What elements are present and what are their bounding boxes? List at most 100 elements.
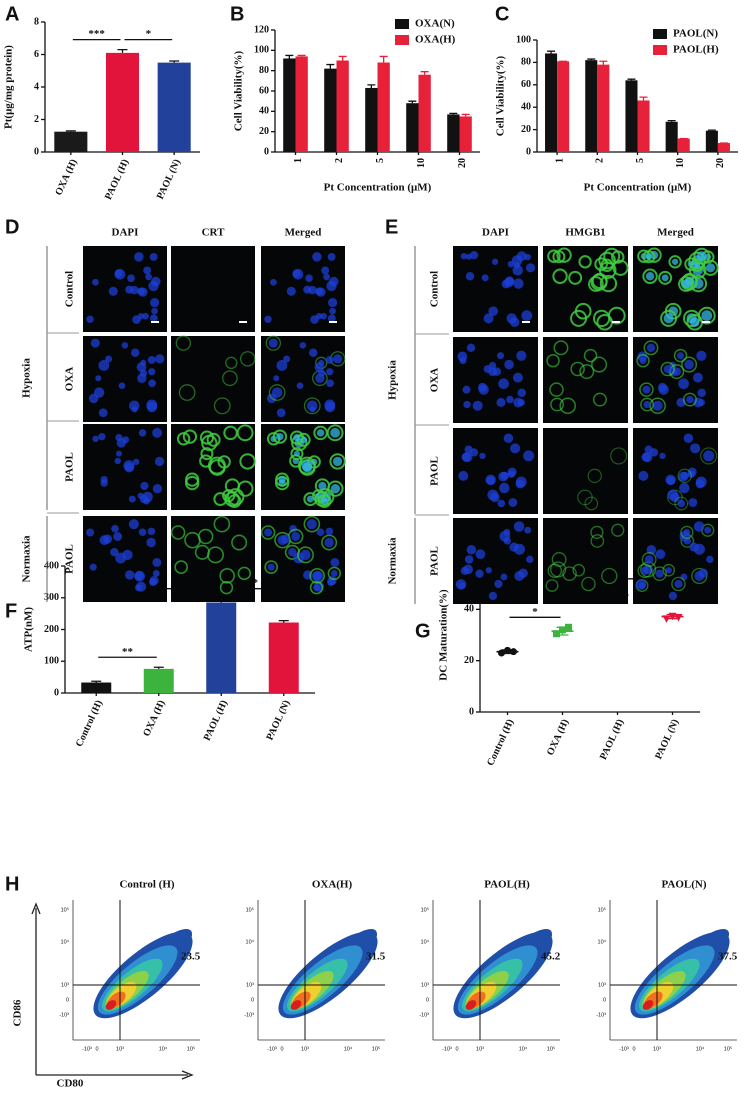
stain [219,568,235,584]
nucleus [98,432,106,441]
bar [377,62,390,152]
nucleus [696,251,707,262]
nucleus [693,278,704,289]
bar [637,100,650,152]
stain [662,563,676,577]
nucleus [698,568,708,578]
nucleus [513,521,525,532]
nucleus [695,476,707,488]
nucleus [510,443,521,454]
y-tick-label: 10⁴ [598,938,607,945]
nucleus [130,348,140,357]
nucleus [108,286,118,296]
point [504,646,511,654]
nucleus [665,567,672,574]
stain [329,453,346,470]
nucleus [134,252,144,262]
stain [297,456,316,475]
bar [665,121,678,152]
stain [584,496,599,511]
stain [236,424,254,442]
stain [326,424,344,442]
y-tick-label: 300 [44,592,59,603]
stain [594,257,608,271]
y-tick-label: 400 [44,560,59,571]
panel-letter: G [415,620,431,642]
axis-arrow [31,902,41,1075]
nucleus [658,384,669,395]
nucleus [663,313,674,324]
y-tick-label: 6 [34,49,39,60]
stain [264,560,279,575]
stain [260,525,276,540]
nucleus [90,338,100,348]
y-axis-label: DC Maturation(%) [438,589,450,681]
stain [317,494,332,509]
nucleus [683,528,691,536]
y-tick-label: 60 [521,79,531,90]
nucleus [678,378,689,390]
nucleus [503,528,511,536]
x-tick-label: 0 [455,1046,458,1052]
nucleus [328,276,339,287]
stain [642,268,658,284]
nucleus [114,269,123,278]
quadrant-value: 45.2 [541,951,561,963]
stain [303,492,318,507]
nucleus [316,429,325,437]
nucleus [281,534,291,544]
point [559,626,566,634]
density [642,1000,654,1010]
nucleus [149,314,158,323]
panel-letter: H [5,873,19,895]
stain [297,546,314,564]
nucleus [86,315,94,324]
nucleus [122,549,133,561]
nucleus [114,457,121,465]
nucleus [323,273,330,281]
stain [570,309,588,327]
nucleus [472,400,483,411]
panel-letter: C [495,3,509,25]
stain [660,309,678,327]
error-bar [367,84,376,88]
legend-swatch [653,29,667,39]
legend-label: OXA(N) [415,18,455,30]
significance-label: ** [122,646,134,658]
nucleus [327,578,335,587]
nucleus [475,549,486,560]
nucleus [507,260,515,268]
nucleus [689,317,700,328]
stain [206,432,221,447]
stain [578,255,592,269]
row-label: PAOL [64,452,76,482]
stain [642,250,656,264]
x-tick-label: 10³ [476,1046,484,1052]
nucleus [316,287,326,297]
stain [591,272,608,289]
error-bar [91,680,102,683]
stain [583,348,598,363]
nucleus [465,253,472,260]
legend-swatch [395,35,409,45]
stain [681,272,698,289]
stain [309,568,325,584]
stain [612,259,629,276]
row-label: OXA [64,367,76,392]
error-bar [461,113,470,117]
error-bar [326,63,335,69]
y-tick-label: 0 [251,997,254,1003]
error-bar [153,666,164,669]
y-tick-label: 20 [464,655,474,666]
stain [268,384,286,401]
nucleus [93,387,105,398]
nucleus [498,378,509,390]
stain [185,472,200,487]
nucleus [143,497,150,505]
nucleus [504,359,514,370]
y-axis-label: ATP(nM) [23,607,35,652]
y-tick-label: 10⁵ [61,906,69,913]
nucleus [148,379,156,388]
row-label: PAOL [429,456,441,486]
x-tick-label: 1 [293,158,304,163]
